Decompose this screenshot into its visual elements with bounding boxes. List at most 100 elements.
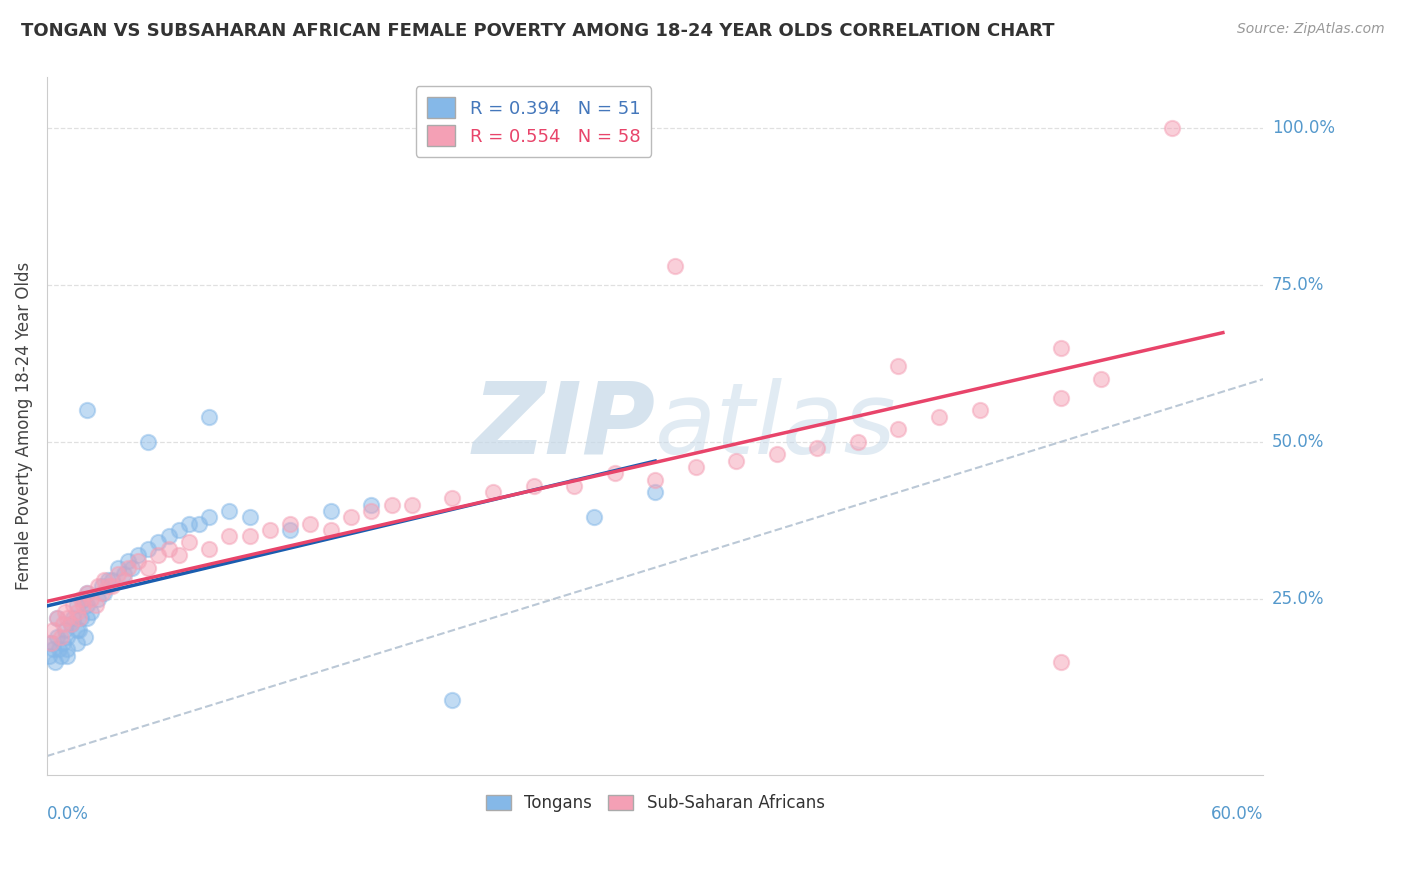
Text: Source: ZipAtlas.com: Source: ZipAtlas.com [1237, 22, 1385, 37]
Point [562, 479, 585, 493]
Point [482, 485, 505, 500]
Point [522, 479, 544, 493]
Point [278, 523, 301, 537]
Point [644, 485, 666, 500]
Point [157, 529, 180, 543]
Point [76, 599, 98, 613]
Point [136, 541, 159, 556]
Point [1049, 655, 1071, 669]
Point [969, 403, 991, 417]
Point [76, 585, 98, 599]
Point [239, 510, 262, 524]
Legend: Tongans, Sub-Saharan Africans: Tongans, Sub-Saharan Africans [479, 788, 831, 819]
Point [93, 573, 115, 587]
Point [177, 516, 200, 531]
Point [239, 529, 262, 543]
Point [136, 434, 159, 449]
Point [62, 599, 84, 613]
Point [401, 498, 423, 512]
Point [49, 630, 72, 644]
Point [49, 648, 72, 663]
Point [319, 523, 342, 537]
Point [1090, 372, 1112, 386]
Point [52, 617, 75, 632]
Point [97, 573, 120, 587]
Point [44, 655, 66, 669]
Point [136, 560, 159, 574]
Point [198, 510, 221, 524]
Point [299, 516, 322, 531]
Point [603, 467, 626, 481]
Point [218, 529, 240, 543]
Point [72, 599, 94, 613]
Point [259, 523, 281, 537]
Point [340, 510, 363, 524]
Point [360, 504, 382, 518]
Point [1049, 341, 1071, 355]
Point [70, 611, 93, 625]
Point [117, 560, 139, 574]
Point [86, 592, 108, 607]
Text: 60.0%: 60.0% [1211, 805, 1264, 823]
Point [157, 541, 180, 556]
Point [67, 624, 90, 638]
Point [127, 554, 149, 568]
Text: TONGAN VS SUBSAHARAN AFRICAN FEMALE POVERTY AMONG 18-24 YEAR OLDS CORRELATION CH: TONGAN VS SUBSAHARAN AFRICAN FEMALE POVE… [21, 22, 1054, 40]
Point [319, 504, 342, 518]
Point [765, 447, 787, 461]
Point [664, 259, 686, 273]
Point [887, 422, 910, 436]
Text: 50.0%: 50.0% [1272, 433, 1324, 450]
Point [360, 498, 382, 512]
Text: 0.0%: 0.0% [46, 805, 89, 823]
Point [84, 599, 107, 613]
Text: atlas: atlas [655, 377, 897, 475]
Point [167, 548, 190, 562]
Point [80, 605, 103, 619]
Point [218, 504, 240, 518]
Text: 25.0%: 25.0% [1272, 590, 1324, 608]
Point [60, 617, 83, 632]
Point [67, 611, 90, 625]
Point [39, 636, 62, 650]
Point [66, 624, 89, 638]
Point [583, 510, 606, 524]
Point [117, 554, 139, 568]
Point [70, 592, 93, 607]
Point [76, 403, 98, 417]
Point [928, 409, 950, 424]
Point [97, 579, 120, 593]
Point [48, 642, 70, 657]
Point [56, 611, 79, 625]
Point [887, 359, 910, 374]
Point [167, 523, 190, 537]
Point [381, 498, 404, 512]
Point [112, 573, 135, 587]
Point [112, 566, 135, 581]
Point [100, 573, 122, 587]
Point [127, 548, 149, 562]
Point [86, 579, 108, 593]
Point [38, 648, 60, 663]
Point [441, 692, 464, 706]
Point [76, 585, 98, 599]
Point [148, 548, 170, 562]
Point [188, 516, 211, 531]
Point [725, 454, 748, 468]
Point [90, 579, 112, 593]
Point [806, 441, 828, 455]
Point [42, 642, 65, 657]
Point [121, 560, 143, 574]
Point [100, 579, 122, 593]
Point [90, 585, 112, 599]
Point [441, 491, 464, 506]
Point [72, 592, 94, 607]
Point [46, 611, 69, 625]
Point [198, 409, 221, 424]
Point [56, 648, 79, 663]
Point [846, 434, 869, 449]
Point [53, 624, 76, 638]
Point [52, 636, 75, 650]
Point [56, 630, 79, 644]
Point [42, 624, 65, 638]
